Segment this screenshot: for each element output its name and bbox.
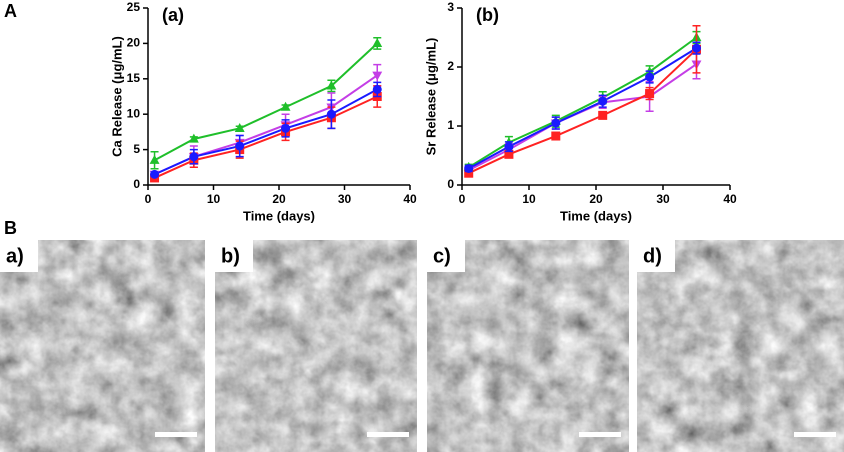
marker: [551, 118, 561, 128]
marker: [372, 71, 383, 81]
scale-bar: [155, 432, 197, 437]
marker: [692, 43, 701, 53]
series-line: [468, 47, 698, 170]
marker: [504, 142, 514, 152]
marker: [645, 89, 655, 99]
marker: [598, 110, 608, 120]
marker: [150, 169, 160, 179]
marker: [504, 149, 514, 159]
marker: [188, 133, 199, 143]
image-label: c): [433, 245, 451, 267]
sem-texture: [637, 240, 844, 452]
x-tick-label: 40: [403, 192, 417, 206]
image-label: b): [221, 245, 240, 267]
x-tick-label: 20: [589, 192, 603, 206]
image-label: a): [6, 245, 24, 267]
marker: [372, 38, 383, 47]
series-line: [154, 95, 378, 179]
y-axis-label: Sr Release (μg/mL): [423, 38, 438, 156]
panel-title: (a): [162, 5, 184, 25]
sem-image: d): [637, 240, 844, 452]
x-tick-label: 10: [522, 192, 536, 206]
y-tick-label: 0: [447, 177, 454, 191]
marker: [189, 152, 199, 162]
y-tick-label: 3: [447, 0, 454, 14]
panel-title: (b): [476, 5, 499, 25]
marker: [281, 123, 291, 133]
marker: [464, 168, 474, 178]
sem-image: a): [0, 240, 205, 452]
sem-texture: [215, 240, 417, 452]
sem-image: b): [215, 240, 417, 452]
scale-bar: [367, 432, 409, 437]
marker: [645, 72, 655, 82]
series-line: [468, 36, 698, 169]
y-tick-label: 0: [133, 177, 140, 191]
y-tick-label: 10: [127, 106, 141, 120]
marker: [234, 122, 245, 132]
panel-label: B: [4, 218, 17, 238]
label-box: [637, 240, 675, 272]
x-tick-label: 20: [272, 192, 286, 206]
marker: [280, 101, 291, 111]
series-line: [154, 42, 378, 162]
marker: [464, 163, 474, 173]
x-axis-label: Time (days): [243, 208, 315, 223]
panel-label: A: [4, 1, 17, 21]
x-tick-label: 30: [656, 192, 670, 206]
series-line: [468, 48, 698, 175]
scale-bar: [579, 432, 621, 437]
x-tick-label: 0: [145, 192, 152, 206]
sem-image: c): [427, 240, 629, 452]
sem-texture: [0, 240, 205, 452]
y-tick-label: 25: [127, 0, 141, 14]
marker: [235, 141, 245, 151]
marker: [372, 84, 382, 94]
image-label: d): [643, 245, 662, 267]
sem-texture: [427, 240, 629, 452]
y-tick-label: 2: [447, 59, 454, 73]
series-line: [468, 63, 698, 172]
y-tick-label: 15: [127, 71, 141, 85]
label-box: [427, 240, 465, 272]
marker: [326, 80, 337, 90]
label-box: [215, 240, 253, 272]
marker: [326, 109, 336, 119]
label-box: [0, 240, 38, 272]
scale-bar: [794, 432, 836, 437]
marker: [598, 96, 608, 106]
y-tick-label: 20: [127, 36, 141, 50]
marker: [551, 131, 561, 141]
marker: [149, 154, 160, 164]
x-axis-label: Time (days): [560, 208, 632, 223]
y-tick-label: 5: [133, 142, 140, 156]
y-axis-label: Ca Release (μg/mL): [109, 36, 124, 157]
y-tick-label: 1: [447, 118, 454, 132]
x-tick-label: 40: [723, 192, 737, 206]
x-tick-label: 30: [338, 192, 352, 206]
x-tick-label: 0: [459, 192, 466, 206]
series-line: [154, 88, 378, 176]
x-tick-label: 10: [207, 192, 221, 206]
